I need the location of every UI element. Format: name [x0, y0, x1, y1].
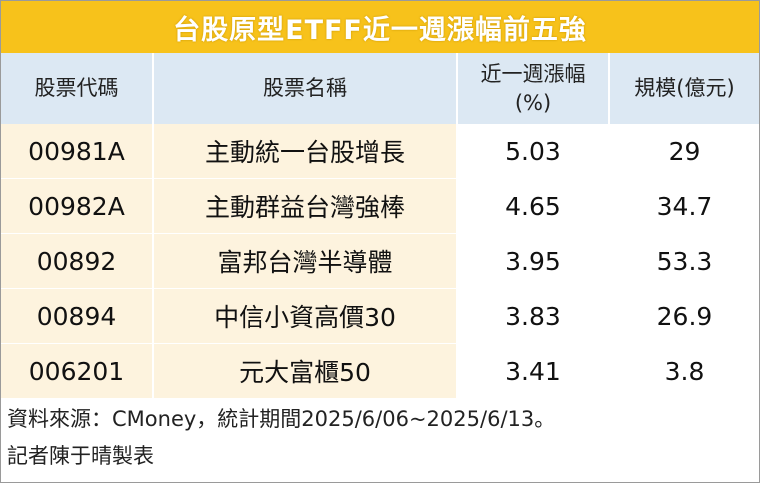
source-note: 資料來源：CMoney，統計期間2025/6/06~2025/6/13。 記者陳…	[7, 401, 555, 475]
header-fund-size: 規模(億元)	[609, 53, 759, 124]
stock-code: 006201	[1, 343, 154, 399]
header-weekly-change: 近一週漲幅 (%)	[457, 53, 610, 124]
stock-name: 富邦台灣半導體	[153, 233, 458, 289]
table-row: 00894 中信小資高價30 3.83 26.9	[1, 288, 759, 344]
fund-size: 26.9	[609, 288, 759, 344]
weekly-change: 3.41	[457, 343, 610, 399]
weekly-change: 5.03	[457, 124, 610, 179]
weekly-change: 3.95	[457, 233, 610, 289]
stock-name: 中信小資高價30	[153, 288, 458, 344]
header-weekly-change-label: 近一週漲幅	[480, 61, 586, 86]
weekly-change: 4.65	[457, 178, 610, 234]
table-row: 006201 元大富櫃50 3.41 3.8	[1, 343, 759, 399]
header-row: 股票代碼 股票名稱 近一週漲幅 (%) 規模(億元)	[1, 53, 759, 124]
stock-code: 00894	[1, 288, 154, 344]
stock-name: 主動群益台灣強棒	[153, 178, 458, 234]
header-stock-code: 股票代碼	[1, 53, 154, 124]
table-row: 00982A 主動群益台灣強棒 4.65 34.7	[1, 178, 759, 234]
header-stock-name: 股票名稱	[153, 53, 458, 124]
stock-code: 00981A	[1, 124, 154, 179]
stock-code: 00982A	[1, 178, 154, 234]
fund-size: 29	[609, 124, 759, 179]
table-title: 台股原型ETFF近一週漲幅前五強	[1, 1, 759, 53]
stock-name: 元大富櫃50	[153, 343, 458, 399]
etf-table: 股票代碼 股票名稱 近一週漲幅 (%) 規模(億元) 00981A 主動統一台股…	[1, 53, 759, 399]
table-row: 00981A 主動統一台股增長 5.03 29	[1, 124, 759, 179]
table-row: 00892 富邦台灣半導體 3.95 53.3	[1, 233, 759, 289]
fund-size: 3.8	[609, 343, 759, 399]
credit-text: 記者陳于晴製表	[7, 444, 154, 468]
weekly-change: 3.83	[457, 288, 610, 344]
stock-name: 主動統一台股增長	[153, 124, 458, 179]
fund-size: 34.7	[609, 178, 759, 234]
source-text: 資料來源：CMoney，統計期間2025/6/06~2025/6/13。	[7, 407, 556, 431]
stock-code: 00892	[1, 233, 154, 289]
header-weekly-change-unit: (%)	[514, 90, 552, 115]
fund-size: 53.3	[609, 233, 759, 289]
